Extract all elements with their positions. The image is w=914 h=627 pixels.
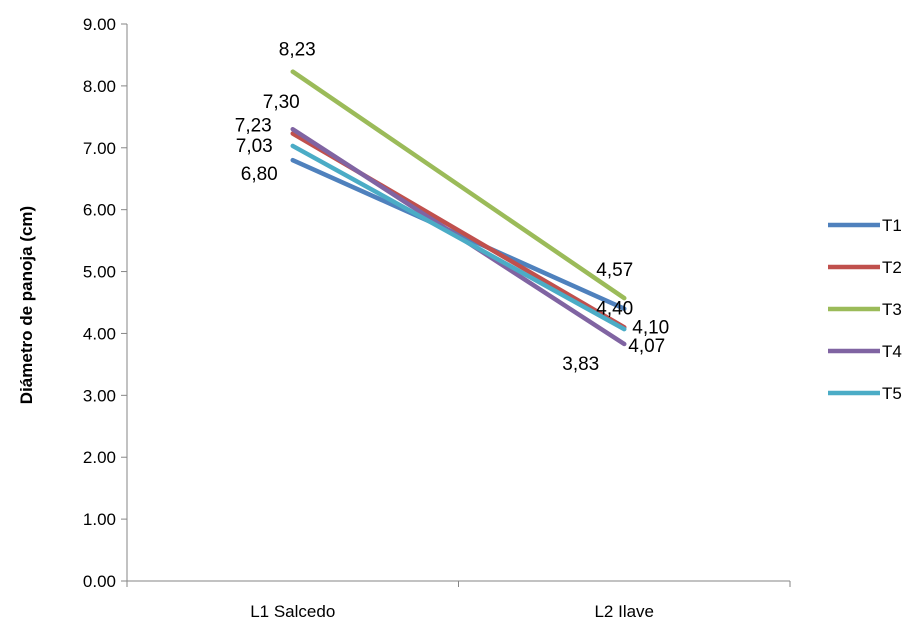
plot-lines <box>290 69 627 347</box>
x-tick-label: L2 Ilave <box>594 602 654 621</box>
y-tick-label: 1.00 <box>83 510 116 529</box>
data-label-t1: 6,80 <box>241 164 278 185</box>
y-tick-label: 2.00 <box>83 448 116 467</box>
data-label-t5: 4,07 <box>628 336 665 357</box>
series-line-t3 <box>290 69 627 301</box>
legend-label-t4: T4 <box>882 342 902 361</box>
data-labels: 6,80 4,40 7,23 4,10 8,23 4,57 7,30 3,83 7,03 4,07 <box>235 40 669 375</box>
legend-label-t1: T1 <box>882 216 902 235</box>
data-label-t5: 7,03 <box>236 136 273 157</box>
axes: 0.00 1.00 2.00 3.00 4.00 5.00 6.00 7.00 8.00 9.00… <box>83 15 791 621</box>
legend: T1 T2 T3 T4 T5 <box>828 216 902 403</box>
series-line-t5 <box>290 143 627 332</box>
y-axis-title: Diámetro de panoja (cm) <box>17 206 36 404</box>
y-tick-label: 7.00 <box>83 139 116 158</box>
y-tick-label: 8.00 <box>83 77 116 96</box>
y-tick-label: 4.00 <box>83 324 116 343</box>
data-label-t2: 4,10 <box>632 317 669 338</box>
legend-label-t3: T3 <box>882 300 902 319</box>
data-label-t4: 7,30 <box>263 92 300 113</box>
data-label-t3: 4,57 <box>596 260 633 281</box>
data-label-t4: 3,83 <box>562 354 599 375</box>
data-label-t2: 7,23 <box>235 116 272 137</box>
y-tick-label: 6.00 <box>83 201 116 220</box>
y-tick-label: 9.00 <box>83 15 116 34</box>
legend-label-t5: T5 <box>882 384 902 403</box>
data-label-t1: 4,40 <box>596 299 633 320</box>
y-tick-label: 3.00 <box>83 386 116 405</box>
legend-label-t2: T2 <box>882 258 902 277</box>
x-tick-label: L1 Salcedo <box>250 602 335 621</box>
data-label-t3: 8,23 <box>279 40 316 61</box>
y-tick-label: 0.00 <box>83 572 116 591</box>
y-tick-label: 5.00 <box>83 263 116 282</box>
